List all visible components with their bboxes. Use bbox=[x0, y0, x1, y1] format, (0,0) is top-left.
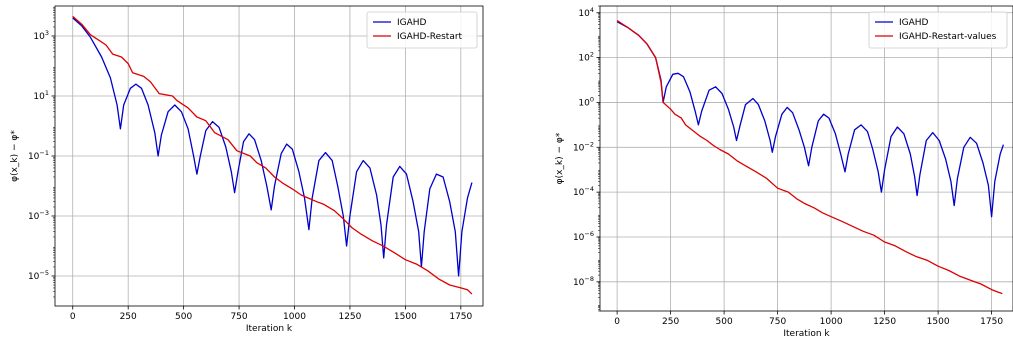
legend-box bbox=[868, 11, 1008, 49]
y-tick-label: 10−6 bbox=[573, 230, 594, 243]
legend-box bbox=[366, 11, 478, 49]
legend-label: IGAHD bbox=[899, 18, 929, 28]
y-tick-label: 10−4 bbox=[573, 185, 594, 198]
x-tick-label: 0 bbox=[614, 317, 620, 327]
legend: IGAHD IGAHD-Restart bbox=[366, 11, 478, 49]
x-tick-label: 250 bbox=[120, 312, 137, 322]
y-tick-label: 10−3 bbox=[28, 209, 49, 222]
x-tick-label: 750 bbox=[769, 317, 786, 327]
plot-frame bbox=[599, 5, 1013, 312]
x-tick-label: 250 bbox=[662, 317, 679, 327]
legend-label: IGAHD-Restart-values bbox=[899, 32, 997, 42]
left-plot: 0 250 500 750 1000 1250 1500 1750 10−5 10−3 10−1 10… bbox=[10, 5, 484, 334]
x-tick-label: 1750 bbox=[980, 317, 1003, 327]
right-plot: 0 250 500 750 1000 1250 1500 1750 10−8 10−6 10−4 10… bbox=[555, 5, 1013, 339]
y-tick-label: 104 bbox=[578, 6, 594, 19]
series-line-igahd-restart-values bbox=[616, 19, 1003, 295]
x-tick-label: 500 bbox=[175, 312, 192, 322]
x-tick-label: 750 bbox=[230, 312, 247, 322]
x-tick-label: 0 bbox=[70, 312, 76, 322]
y-tick-label: 102 bbox=[578, 51, 594, 64]
x-tick-label: 500 bbox=[716, 317, 733, 327]
x-tick-label: 1000 bbox=[820, 317, 843, 327]
x-tick-label: 1500 bbox=[394, 312, 417, 322]
legend-label: IGAHD bbox=[397, 18, 427, 28]
x-axis-label: Iteration k bbox=[783, 329, 830, 339]
x-axis-label: Iteration k bbox=[246, 324, 293, 334]
x-tick-label: 1500 bbox=[927, 317, 950, 327]
series-line-igahd bbox=[616, 21, 1005, 218]
series-line-igahd-restart bbox=[72, 15, 473, 295]
x-tick-label: 1250 bbox=[873, 317, 896, 327]
y-tick-label: 10−5 bbox=[28, 269, 49, 282]
legend: IGAHD IGAHD-Restart-values bbox=[868, 11, 1008, 49]
legend-label: IGAHD-Restart bbox=[397, 32, 463, 42]
y-tick-label: 100 bbox=[578, 95, 594, 108]
x-tick-label: 1750 bbox=[449, 312, 472, 322]
y-tick-label: 101 bbox=[33, 89, 49, 102]
y-tick-label: 10−8 bbox=[573, 275, 594, 288]
y-axis-label: φ(x_k) − φ* bbox=[555, 132, 565, 184]
series-line-igahd bbox=[72, 17, 473, 277]
x-tick-label: 1000 bbox=[283, 312, 306, 322]
y-tick-label: 10−1 bbox=[28, 149, 49, 162]
y-tick-label: 10−2 bbox=[573, 140, 594, 153]
y-axis-label: φ(x_k) − φ* bbox=[10, 130, 20, 182]
plot-frame bbox=[54, 5, 484, 307]
x-tick-label: 1250 bbox=[338, 312, 361, 322]
y-tick-label: 103 bbox=[33, 29, 49, 42]
